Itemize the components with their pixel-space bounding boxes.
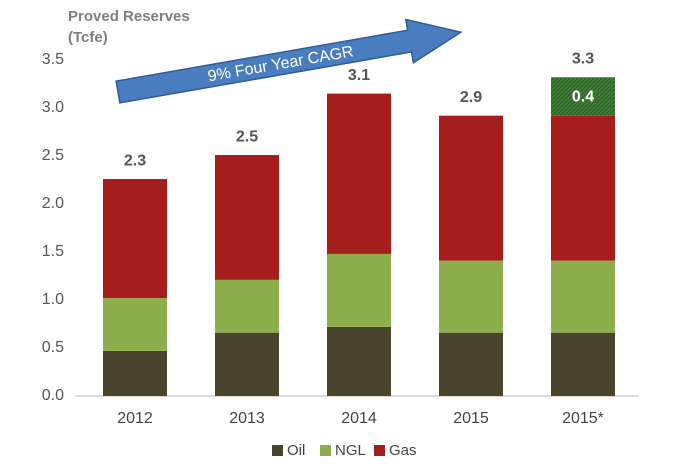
bar-segment [551,332,615,396]
y-tick-label: 3.5 [42,51,64,68]
total-label: 2.5 [236,128,258,145]
total-label: 3.3 [572,50,594,67]
x-tick-label: 2014 [341,410,377,427]
bar-segment [327,253,391,327]
bar-segment [215,155,279,280]
x-tick-label: 2015 [453,410,489,427]
bar-segment [551,115,615,261]
legend-swatch [320,445,331,456]
bar-segment [215,332,279,396]
value-label: 0.4 [572,89,594,106]
legend-label: NGL [335,442,366,459]
bar-segment [439,260,503,333]
total-label: 2.9 [460,89,482,106]
bar-segment [215,279,279,333]
bar-segment [439,115,503,261]
y-tick-label: 2.5 [42,147,64,164]
y-tick-label: 0.0 [42,387,64,404]
chart-title: Proved Reserves [68,8,190,25]
bar-segment [439,332,503,396]
y-tick-label: 1.0 [42,291,64,308]
bar-segment [103,179,167,299]
bar-segment [551,77,615,116]
legend-swatch [374,445,385,456]
legend-swatch [272,445,283,456]
x-tick-label: 2012 [117,410,153,427]
total-label: 2.3 [124,152,146,169]
x-tick-label: 2013 [229,410,265,427]
bar-segment [327,93,391,254]
bar-segment [327,326,391,396]
bar-segment [103,298,167,351]
y-tick-label: 1.5 [42,243,64,260]
total-label: 3.1 [348,67,370,84]
x-tick-label: 2015* [562,410,604,427]
legend-label: Gas [389,442,417,459]
cagr-arrow: 9% Four Year CAGR [115,18,463,104]
y-tick-label: 0.5 [42,339,64,356]
y-tick-label: 3.0 [42,99,64,116]
bar-segment [103,350,167,396]
y-tick-label: 2.0 [42,195,64,212]
chart-subtitle: (Tcfe) [68,29,108,46]
legend-label: Oil [287,442,305,459]
bar-segment [551,260,615,333]
